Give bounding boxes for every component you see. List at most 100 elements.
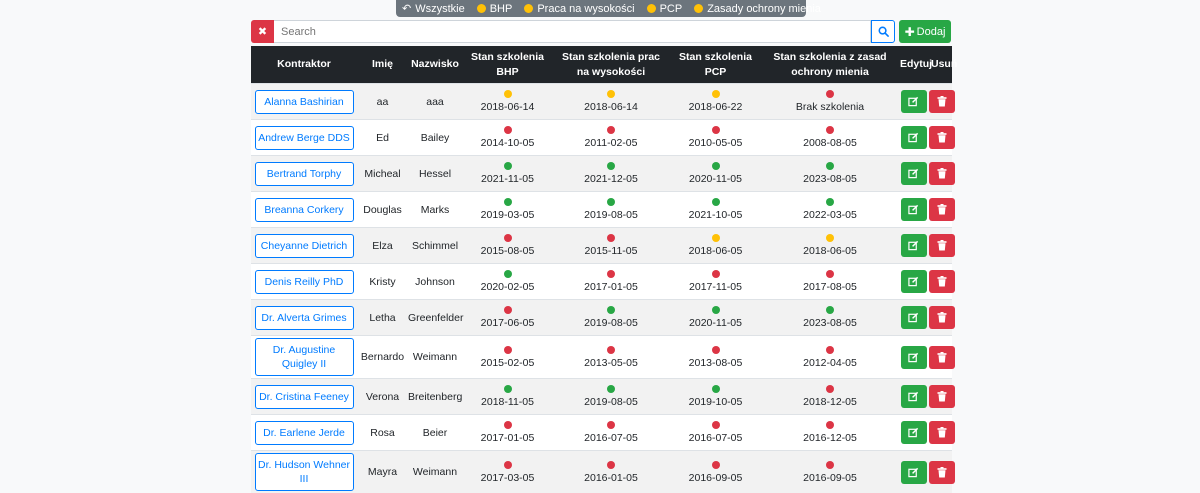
training-status: 2013-05-05 (553, 346, 669, 369)
edit-button[interactable] (901, 90, 927, 113)
contractor-button[interactable]: Alanna Bashirian (255, 90, 354, 114)
training-status: 2021-12-05 (553, 162, 669, 185)
training-status-cell: 2018-11-05 (462, 379, 553, 415)
status-dot-icon (712, 346, 720, 354)
status-dot-icon (504, 198, 512, 206)
status-date: 2017-08-05 (803, 281, 857, 293)
filter-item[interactable]: PCP (647, 3, 683, 15)
training-status: 2017-01-05 (553, 270, 669, 293)
contractor-button[interactable]: Dr. Hudson Wehner III (255, 453, 354, 491)
edit-button[interactable] (901, 346, 927, 369)
status-dot-icon (607, 385, 615, 393)
delete-button[interactable] (929, 162, 955, 185)
delete-button[interactable] (929, 198, 955, 221)
filter-item[interactable]: ↶Wszystkie (402, 2, 465, 15)
delete-button[interactable] (929, 270, 955, 293)
training-status-cell: 2017-03-05 (462, 451, 553, 493)
delete-cell (929, 264, 952, 300)
last-name-cell: Breitenberg (408, 379, 462, 415)
delete-button[interactable] (929, 234, 955, 257)
contractor-button[interactable]: Bertrand Torphy (255, 162, 354, 186)
filter-item[interactable]: Praca na wysokości (524, 3, 634, 15)
contractor-button[interactable]: Andrew Berge DDS (255, 126, 354, 150)
trash-icon (937, 427, 947, 438)
status-date: Brak szkolenia (796, 101, 864, 113)
first-name-cell: aa (357, 84, 408, 120)
edit-button[interactable] (901, 306, 927, 329)
status-dot-icon (504, 461, 512, 469)
delete-button[interactable] (929, 90, 955, 113)
filter-item[interactable]: Zasady ochrony mienia (694, 3, 821, 15)
filter-item[interactable]: BHP (477, 3, 513, 15)
delete-button[interactable] (929, 126, 955, 149)
status-dot-icon (826, 198, 834, 206)
training-status-cell: 2020-02-05 (462, 264, 553, 300)
edit-button[interactable] (901, 198, 927, 221)
status-date: 2015-08-05 (481, 245, 535, 257)
edit-button[interactable] (901, 270, 927, 293)
column-header: Imię (357, 46, 408, 84)
add-button[interactable]: ✚ Dodaj (899, 20, 951, 43)
plus-icon: ✚ (905, 25, 915, 39)
edit-button[interactable] (901, 421, 927, 444)
status-dot-icon (712, 126, 720, 134)
contractor-button[interactable]: Dr. Augustine Quigley II (255, 338, 354, 376)
edit-cell (898, 451, 929, 493)
delete-button[interactable] (929, 461, 955, 484)
clear-search-button[interactable]: ✖ (251, 20, 274, 43)
edit-button[interactable] (901, 126, 927, 149)
contractor-button[interactable]: Denis Reilly PhD (255, 270, 354, 294)
status-dot-icon (826, 306, 834, 314)
status-date: 2011-02-05 (585, 137, 638, 149)
status-dot-icon (712, 90, 720, 98)
training-status: 2016-12-05 (762, 421, 898, 444)
status-dot-icon (504, 270, 512, 278)
edit-button[interactable] (901, 162, 927, 185)
trash-icon (937, 168, 947, 179)
delete-cell (929, 300, 952, 336)
last-name-cell: Marks (408, 192, 462, 228)
last-name-cell: Beier (408, 415, 462, 451)
delete-button[interactable] (929, 421, 955, 444)
contractor-button[interactable]: Dr. Cristina Feeney (255, 385, 354, 409)
status-dot-icon (712, 461, 720, 469)
training-status-cell: 2019-03-05 (462, 192, 553, 228)
edit-cell (898, 264, 929, 300)
training-status: 2016-07-05 (553, 421, 669, 444)
delete-button[interactable] (929, 306, 955, 329)
status-date: 2015-11-05 (585, 245, 638, 257)
delete-button[interactable] (929, 346, 955, 369)
contractor-button[interactable]: Breanna Corkery (255, 198, 354, 222)
training-status-cell: 2017-06-05 (462, 300, 553, 336)
column-header: Nazwisko (408, 46, 462, 84)
training-status: 2016-07-05 (669, 421, 762, 444)
training-status: 2022-03-05 (762, 198, 898, 221)
contractor-cell: Andrew Berge DDS (251, 120, 357, 156)
training-status-cell: Brak szkolenia (762, 84, 898, 120)
contractor-button[interactable]: Cheyanne Dietrich (255, 234, 354, 258)
edit-button[interactable] (901, 234, 927, 257)
training-status: 2018-06-14 (462, 90, 553, 113)
training-status: 2023-08-05 (762, 162, 898, 185)
training-status: 2008-08-05 (762, 126, 898, 149)
training-status-cell: 2019-10-05 (669, 379, 762, 415)
delete-cell (929, 379, 952, 415)
training-status-cell: 2016-01-05 (553, 451, 669, 493)
search-button[interactable] (871, 20, 895, 43)
contractor-button[interactable]: Dr. Alverta Grimes (255, 306, 354, 330)
contractor-cell: Breanna Corkery (251, 192, 357, 228)
delete-button[interactable] (929, 385, 955, 408)
contractor-button[interactable]: Dr. Earlene Jerde (255, 421, 354, 445)
edit-button[interactable] (901, 461, 927, 484)
status-dot-icon (826, 346, 834, 354)
search-input[interactable] (274, 20, 871, 43)
training-status: 2019-10-05 (669, 385, 762, 408)
edit-button[interactable] (901, 385, 927, 408)
trash-icon (937, 352, 947, 363)
training-status: 2020-11-05 (669, 306, 762, 329)
training-status: 2019-03-05 (462, 198, 553, 221)
training-status: 2020-02-05 (462, 270, 553, 293)
